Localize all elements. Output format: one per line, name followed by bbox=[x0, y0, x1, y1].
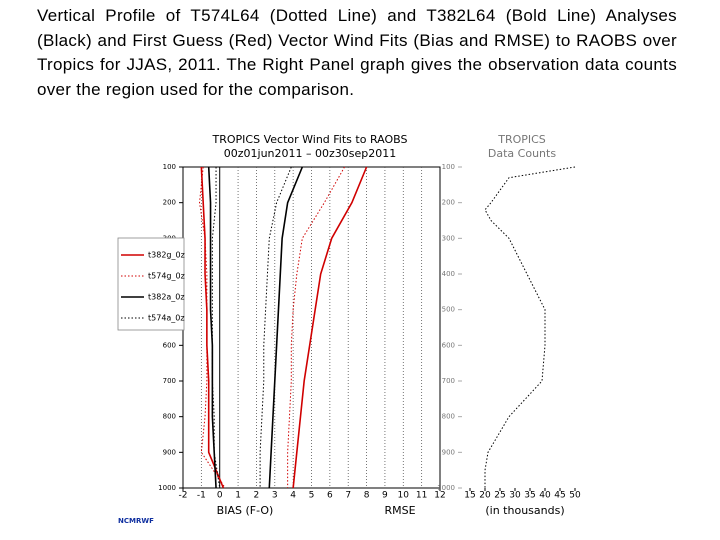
x-tick-label: 1 bbox=[235, 491, 241, 501]
legend-label: t574g_0z bbox=[148, 272, 185, 281]
x-axis-label: RMSE bbox=[384, 504, 415, 517]
chart-title: TROPICS bbox=[497, 133, 546, 146]
x-axis-label: (in thousands) bbox=[485, 504, 564, 517]
profile-line bbox=[292, 166, 368, 489]
chart-subtitle: Data Counts bbox=[488, 147, 556, 160]
x-tick-label: 35 bbox=[524, 491, 535, 501]
x-tick-label: 7 bbox=[345, 491, 351, 501]
x-tick-label: 9 bbox=[382, 491, 388, 501]
y-tick-label: 200 bbox=[442, 199, 455, 207]
y-tick-label: 100 bbox=[163, 163, 176, 171]
legend-label: t382g_0z bbox=[148, 251, 185, 260]
x-tick-label: 40 bbox=[539, 491, 551, 501]
x-tick-label: 8 bbox=[364, 491, 370, 501]
x-tick-label: 5 bbox=[309, 491, 315, 501]
y-tick-label: 800 bbox=[163, 413, 176, 421]
y-tick-label: 600 bbox=[163, 341, 176, 349]
x-tick-label: 45 bbox=[554, 491, 565, 501]
x-tick-label: 50 bbox=[569, 491, 581, 501]
x-tick-label: 4 bbox=[290, 491, 296, 501]
y-tick-label: 300 bbox=[442, 234, 455, 242]
x-tick-label: 20 bbox=[479, 491, 491, 501]
y-tick-label: 200 bbox=[163, 199, 176, 207]
x-tick-label: 15 bbox=[464, 491, 475, 501]
x-tick-label: 6 bbox=[327, 491, 333, 501]
y-tick-label: 400 bbox=[442, 270, 455, 278]
y-tick-label: 700 bbox=[442, 377, 455, 385]
y-tick-label: 900 bbox=[442, 448, 455, 456]
y-tick-label: 800 bbox=[442, 413, 455, 421]
y-tick-label: 500 bbox=[442, 306, 455, 314]
y-tick-label: 100 bbox=[442, 163, 455, 171]
y-tick-label: 1000 bbox=[158, 484, 176, 492]
profile-line bbox=[211, 167, 221, 489]
profile-line bbox=[259, 166, 292, 488]
count-line bbox=[484, 166, 576, 488]
y-tick-label: 600 bbox=[442, 341, 455, 349]
y-tick-label: 900 bbox=[163, 448, 176, 456]
x-tick-label: 25 bbox=[494, 491, 505, 501]
y-tick-label: 700 bbox=[163, 377, 176, 385]
legend-box bbox=[117, 237, 185, 331]
x-tick-label: -1 bbox=[197, 491, 206, 501]
legend-label: t382a_0z bbox=[148, 293, 185, 302]
y-tick-label: 1000 bbox=[437, 484, 455, 492]
x-tick-label: -2 bbox=[179, 491, 188, 501]
x-tick-label: 10 bbox=[398, 491, 410, 501]
x-tick-label: 0 bbox=[217, 491, 223, 501]
profile-line bbox=[287, 166, 345, 488]
footer: NCMRWF bbox=[118, 517, 154, 525]
caption: Vertical Profile of T574L64 (Dotted Line… bbox=[37, 6, 677, 99]
x-tick-label: 2 bbox=[254, 491, 260, 501]
x-tick-label: 12 bbox=[434, 491, 445, 501]
profile-line bbox=[199, 166, 226, 489]
profile-line bbox=[268, 166, 304, 489]
x-axis-label: BIAS (F-O) bbox=[217, 504, 274, 517]
chart-subtitle: 00z01jun2011 – 00z30sep2011 bbox=[224, 147, 397, 160]
x-tick-label: 3 bbox=[272, 491, 278, 501]
x-tick-label: 30 bbox=[509, 491, 521, 501]
x-tick-label: 11 bbox=[416, 491, 427, 501]
legend-label: t574a_0z bbox=[148, 314, 185, 323]
chart-title: TROPICS Vector Wind Fits to RAOBS bbox=[212, 133, 408, 146]
profile-line bbox=[207, 166, 217, 489]
